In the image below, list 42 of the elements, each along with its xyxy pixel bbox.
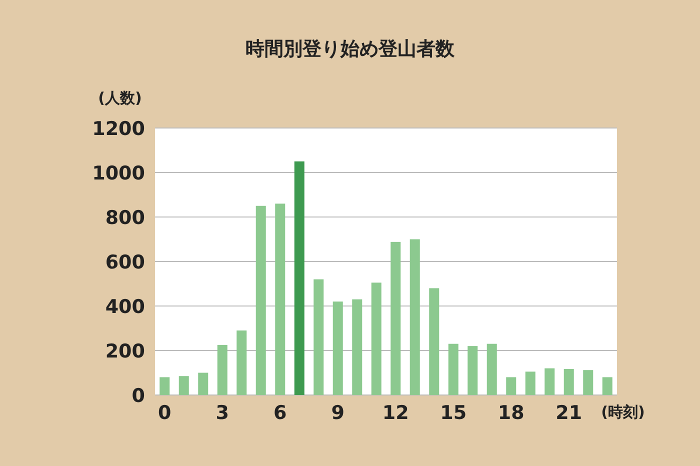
- bar: [371, 282, 382, 395]
- bar: [602, 377, 612, 395]
- bar: [352, 299, 362, 395]
- x-tick-label: 12: [382, 402, 409, 424]
- y-tick-label: 1000: [92, 162, 145, 184]
- bar: [236, 330, 247, 395]
- x-tick-label: 21: [556, 402, 582, 424]
- bar: [544, 368, 555, 395]
- bar: [178, 376, 189, 395]
- x-tick-label: 3: [216, 402, 229, 424]
- bar: [525, 372, 536, 395]
- bar: [486, 344, 497, 395]
- bar: [198, 372, 208, 395]
- x-tick-label: 15: [440, 402, 467, 424]
- y-tick-label: 600: [105, 252, 145, 274]
- bar: [294, 161, 304, 395]
- bar: [506, 377, 516, 395]
- y-axis-title: (人数): [98, 89, 142, 107]
- bar: [390, 242, 401, 395]
- bar: [275, 204, 286, 395]
- bar: [160, 377, 170, 395]
- y-tick-label: 0: [132, 385, 145, 407]
- y-tick-label: 1200: [92, 118, 145, 140]
- bar: [217, 344, 228, 395]
- y-tick-label: 800: [105, 207, 145, 229]
- x-tick-label: 18: [498, 402, 524, 424]
- x-tick-label: 6: [274, 402, 287, 424]
- bar: [583, 370, 594, 395]
- x-axis-title: (時刻): [601, 403, 645, 421]
- x-tick-label: 9: [331, 402, 344, 424]
- y-tick-label: 400: [105, 296, 145, 318]
- bar: [410, 239, 420, 395]
- bar: [429, 288, 440, 395]
- chart-title: 時間別登り始め登山者数: [246, 38, 456, 60]
- bar: [468, 346, 478, 395]
- bar: [256, 206, 266, 395]
- bar: [332, 302, 343, 395]
- bar: [314, 279, 324, 395]
- y-tick-label: 200: [105, 340, 145, 362]
- x-tick-label: 0: [158, 402, 172, 424]
- bar: [448, 344, 458, 395]
- bar: [564, 368, 574, 395]
